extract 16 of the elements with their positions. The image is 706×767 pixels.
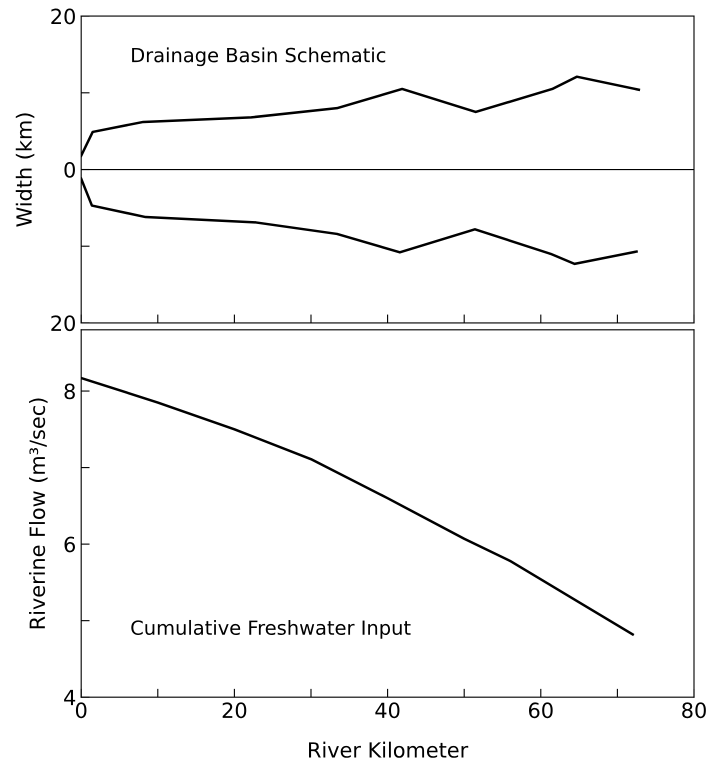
x-tick-label: 0 <box>76 702 86 718</box>
y-tick-label: 6 <box>64 536 76 552</box>
x-axis-title: River Kilometer <box>309 742 468 758</box>
y-tick-label: 20 <box>51 315 75 332</box>
y-tick-label: 20 <box>51 8 75 24</box>
x-tick-label: 20 <box>222 702 246 718</box>
y-axis-title: Width (km) <box>16 113 34 227</box>
annotation: Cumulative Freshwater Input <box>131 620 411 639</box>
y-tick-label: 0 <box>64 162 75 178</box>
x-tick-label: 80 <box>682 702 706 718</box>
y-axis-title: Riverine Flow (m³/sec) <box>29 398 48 628</box>
x-tick-label: 60 <box>528 702 553 718</box>
y-tick-label: 8 <box>64 383 75 400</box>
x-tick-label: 40 <box>375 702 400 718</box>
y-tick-label: 4 <box>64 690 76 706</box>
annotation: Drainage Basin Schematic <box>132 47 386 66</box>
